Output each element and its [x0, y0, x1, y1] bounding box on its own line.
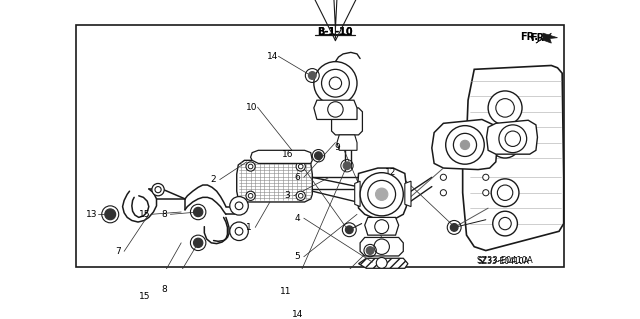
Text: B-1-10: B-1-10 [317, 27, 353, 37]
Polygon shape [237, 160, 312, 202]
Circle shape [453, 133, 477, 157]
Circle shape [499, 125, 527, 152]
Polygon shape [358, 258, 408, 268]
Polygon shape [355, 181, 360, 207]
Text: 5: 5 [295, 252, 301, 261]
Circle shape [376, 188, 388, 200]
Text: 9: 9 [334, 144, 340, 152]
Circle shape [499, 218, 511, 230]
Text: 14: 14 [292, 310, 303, 319]
Text: SZ33-E0410A: SZ33-E0410A [477, 257, 529, 266]
Polygon shape [543, 33, 557, 43]
Circle shape [235, 227, 243, 235]
Circle shape [488, 91, 522, 125]
Text: 4: 4 [295, 214, 300, 223]
Polygon shape [432, 119, 497, 170]
Circle shape [374, 239, 389, 255]
Polygon shape [337, 135, 357, 150]
Circle shape [445, 126, 484, 164]
Text: 12: 12 [385, 168, 397, 177]
Polygon shape [405, 181, 411, 207]
Text: 14: 14 [266, 52, 278, 61]
Text: 7: 7 [115, 247, 121, 256]
Text: 16: 16 [282, 150, 293, 159]
Circle shape [346, 226, 353, 234]
Circle shape [315, 152, 323, 160]
Polygon shape [332, 108, 362, 135]
Circle shape [105, 209, 116, 220]
Text: 2: 2 [211, 175, 216, 184]
Circle shape [493, 211, 517, 236]
Circle shape [376, 257, 387, 268]
Circle shape [230, 222, 248, 241]
Text: 13: 13 [86, 210, 97, 219]
Circle shape [246, 162, 255, 171]
Text: FR.: FR. [520, 32, 538, 42]
Circle shape [321, 69, 349, 97]
Circle shape [193, 207, 203, 217]
Circle shape [360, 173, 403, 216]
Text: 11: 11 [280, 287, 292, 296]
Circle shape [366, 247, 374, 255]
Text: 3: 3 [285, 191, 291, 200]
Circle shape [440, 174, 447, 180]
Text: 6: 6 [295, 173, 301, 182]
Text: B-1-10: B-1-10 [317, 27, 353, 37]
Circle shape [246, 191, 255, 200]
Polygon shape [360, 237, 403, 256]
Circle shape [308, 72, 316, 79]
Circle shape [193, 238, 203, 248]
Circle shape [152, 183, 164, 196]
Circle shape [497, 185, 513, 200]
Text: 8: 8 [161, 210, 167, 219]
Polygon shape [365, 218, 399, 235]
Circle shape [483, 174, 489, 180]
Circle shape [490, 127, 520, 158]
Circle shape [505, 131, 520, 146]
Circle shape [496, 99, 515, 117]
Polygon shape [536, 33, 551, 43]
Circle shape [296, 191, 305, 200]
Text: 1: 1 [246, 223, 252, 232]
Polygon shape [314, 100, 357, 119]
Circle shape [329, 77, 342, 89]
Circle shape [460, 140, 470, 150]
Circle shape [230, 197, 248, 215]
Polygon shape [251, 150, 312, 163]
Circle shape [314, 62, 357, 105]
Circle shape [296, 162, 305, 171]
Text: 8: 8 [161, 285, 167, 293]
Polygon shape [357, 168, 406, 220]
Circle shape [368, 180, 396, 208]
Circle shape [328, 102, 343, 117]
Text: SZ33-E0410A: SZ33-E0410A [477, 256, 534, 265]
Circle shape [440, 189, 447, 196]
Circle shape [497, 134, 513, 151]
Circle shape [491, 179, 519, 207]
Text: 15: 15 [139, 210, 150, 219]
Polygon shape [463, 65, 564, 250]
Circle shape [451, 224, 458, 231]
Text: FR.: FR. [530, 33, 548, 43]
Text: 10: 10 [246, 103, 257, 112]
Circle shape [343, 162, 351, 170]
Circle shape [235, 202, 243, 210]
Circle shape [375, 220, 388, 234]
Circle shape [483, 189, 489, 196]
Polygon shape [486, 120, 538, 154]
Text: 15: 15 [139, 292, 150, 300]
